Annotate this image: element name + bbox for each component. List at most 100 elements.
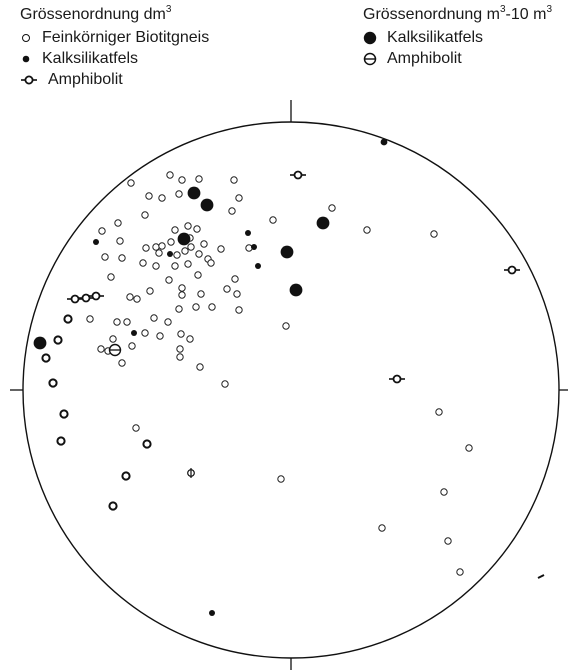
open-circle-point bbox=[178, 291, 186, 299]
small-filled-point bbox=[167, 251, 173, 257]
open-circle-point bbox=[235, 194, 243, 202]
small-filled-point bbox=[255, 263, 261, 269]
large-filled-point bbox=[187, 186, 201, 200]
open-circle-point bbox=[176, 353, 184, 361]
open-circle-point bbox=[184, 222, 192, 230]
open-circle-point bbox=[444, 537, 452, 545]
open-circle-point bbox=[165, 276, 173, 284]
open-circle-point bbox=[197, 290, 205, 298]
small-filled-circle-icon bbox=[22, 55, 30, 62]
open-circle-point bbox=[440, 488, 448, 496]
open-circle-point bbox=[114, 219, 122, 227]
open-circle-point bbox=[141, 329, 149, 337]
open-circle-point bbox=[378, 524, 386, 532]
open-circle-point bbox=[194, 271, 202, 279]
open-circle-point bbox=[118, 359, 126, 367]
open-circle-point bbox=[233, 290, 241, 298]
open-circle-point bbox=[192, 303, 200, 311]
bold-circle-point bbox=[56, 436, 66, 446]
open-circle-point bbox=[178, 284, 186, 292]
open-circle-point bbox=[126, 293, 134, 301]
bold-circle-point bbox=[53, 335, 63, 345]
open-circle-point bbox=[282, 322, 290, 330]
open-circle-point bbox=[277, 475, 285, 483]
bold-circle-point bbox=[63, 314, 73, 324]
open-circle-point bbox=[133, 295, 141, 303]
large-filled-point bbox=[33, 336, 47, 350]
open-circle-point bbox=[175, 305, 183, 313]
open-circle-point bbox=[456, 568, 464, 576]
open-circle-point bbox=[166, 171, 174, 179]
open-circle-point bbox=[113, 318, 121, 326]
open-circle-point bbox=[200, 240, 208, 248]
legend-item-amphibolit-small: Amphibolit bbox=[20, 69, 209, 90]
bold-circle-point bbox=[41, 353, 51, 363]
open-circle-point bbox=[363, 226, 371, 234]
open-circle-point bbox=[97, 345, 105, 353]
open-circle-point bbox=[116, 237, 124, 245]
small-filled-point bbox=[245, 230, 251, 236]
open-circle-point bbox=[158, 242, 166, 250]
large-filled-point bbox=[177, 232, 191, 246]
open-circle-point bbox=[176, 345, 184, 353]
open-circle-point bbox=[435, 408, 443, 416]
net-outline bbox=[22, 121, 560, 659]
barred-circle-icon bbox=[363, 52, 377, 65]
large-filled-circle-icon bbox=[363, 31, 377, 44]
bold-circle-point bbox=[142, 439, 152, 449]
open-circle-point bbox=[195, 250, 203, 258]
open-circle-point bbox=[217, 245, 225, 253]
open-circle-point bbox=[164, 318, 172, 326]
open-circle-point bbox=[195, 175, 203, 183]
open-circle-point bbox=[139, 259, 147, 267]
open-circle-point bbox=[193, 225, 201, 233]
small-filled-point bbox=[131, 330, 137, 336]
open-circle-point bbox=[171, 226, 179, 234]
large-filled-point bbox=[289, 283, 303, 297]
legend-small-title: Grössenordnung dm3 bbox=[20, 4, 172, 24]
amphibolite-point bbox=[81, 293, 91, 303]
open-circle-icon bbox=[22, 33, 30, 42]
bold-circle-point bbox=[59, 409, 69, 419]
open-circle-point bbox=[328, 204, 336, 212]
amphibolite-point bbox=[507, 265, 517, 275]
open-circle-point bbox=[167, 238, 175, 246]
dash-mark bbox=[537, 574, 545, 579]
open-circle-point bbox=[208, 303, 216, 311]
open-circle-point bbox=[228, 207, 236, 215]
open-circle-point bbox=[123, 318, 131, 326]
open-circle-point bbox=[150, 314, 158, 322]
open-circle-point bbox=[132, 424, 140, 432]
bold-circle-point bbox=[48, 378, 58, 388]
open-circle-point bbox=[196, 363, 204, 371]
open-circle-point bbox=[142, 244, 150, 252]
open-circle-point bbox=[465, 444, 473, 452]
open-circle-point bbox=[98, 227, 106, 235]
open-circle-point bbox=[127, 179, 135, 187]
open-circle-point bbox=[269, 216, 277, 224]
amphibolite-point bbox=[91, 291, 101, 301]
open-circle-point bbox=[173, 251, 181, 259]
open-circle-point bbox=[155, 249, 163, 257]
amphibolite-circle-icon bbox=[21, 75, 37, 84]
large-filled-point bbox=[200, 198, 214, 212]
open-circle-point bbox=[146, 287, 154, 295]
open-circle-point bbox=[128, 342, 136, 350]
legend-large-scale: Grössenordnung m3-10 m3 Kalksilikatfels … bbox=[363, 4, 552, 69]
bold-circle-point bbox=[108, 501, 118, 511]
open-circle-point bbox=[86, 315, 94, 323]
amphibolite-point bbox=[392, 374, 402, 384]
open-circle-point bbox=[156, 332, 164, 340]
open-circle-point bbox=[177, 330, 185, 338]
pole-points bbox=[33, 138, 545, 616]
amphibolite-point bbox=[70, 294, 80, 304]
small-filled-point bbox=[93, 239, 99, 245]
open-circle-point bbox=[145, 192, 153, 200]
legend-item-kalksilikatfels-large: Kalksilikatfels bbox=[363, 27, 552, 48]
edge-point bbox=[380, 138, 388, 146]
open-circle-point bbox=[187, 243, 195, 251]
legend-item-amphibolit-large: Amphibolit bbox=[363, 48, 552, 69]
legend-item-biotitgneis: Feinkörniger Biotitgneis bbox=[20, 27, 209, 48]
open-circle-point bbox=[221, 380, 229, 388]
